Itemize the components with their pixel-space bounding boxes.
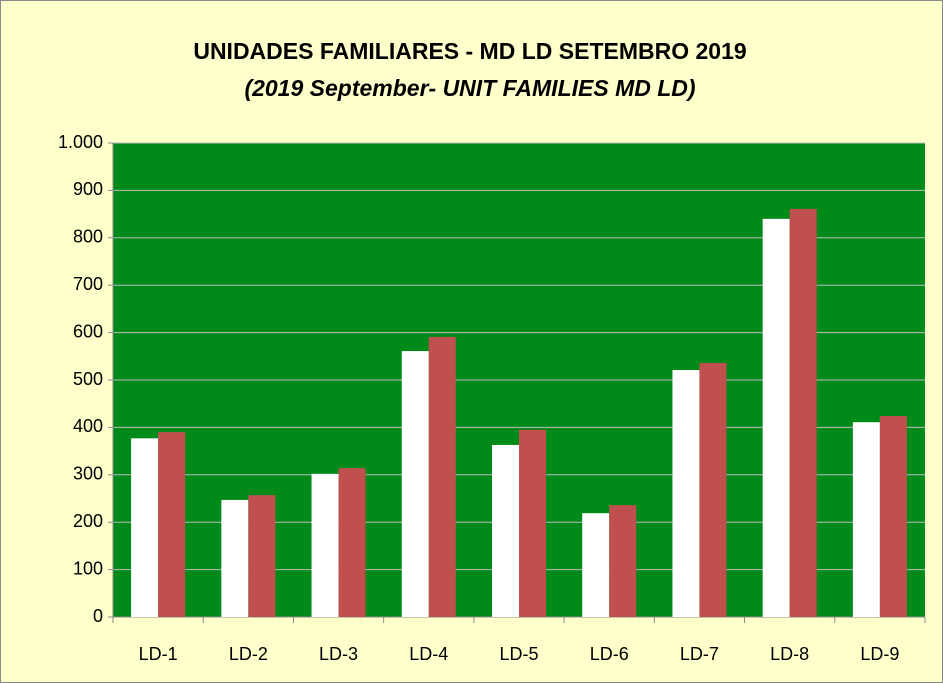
x-tick-label: LD-7	[680, 644, 719, 664]
bar	[699, 362, 727, 617]
x-tick-label: LD-9	[860, 644, 899, 664]
y-tick-label: 500	[73, 369, 103, 389]
y-tick-label: 100	[73, 558, 103, 578]
bar	[519, 429, 546, 617]
bar	[401, 351, 429, 617]
y-tick-label: 0	[93, 606, 103, 626]
x-tick-label: LD-6	[590, 644, 629, 664]
bar	[158, 432, 186, 617]
bar	[852, 422, 880, 617]
x-tick-label: LD-8	[770, 644, 809, 664]
x-tick-label: LD-4	[409, 644, 448, 664]
bar	[492, 444, 519, 617]
bar	[248, 495, 276, 617]
y-tick-label: 300	[73, 464, 103, 484]
x-tick-label: LD-5	[499, 644, 538, 664]
y-tick-label: 1.000	[58, 132, 103, 152]
y-tick-label: 200	[73, 511, 103, 531]
y-tick-label: 800	[73, 227, 103, 247]
bar	[789, 208, 817, 618]
y-tick-label: 600	[73, 321, 103, 341]
bar	[428, 336, 456, 617]
y-tick-label: 900	[73, 179, 103, 199]
x-tick-label: LD-2	[229, 644, 268, 664]
bar	[609, 505, 637, 617]
bar	[672, 370, 700, 617]
bar	[762, 218, 790, 617]
chart-subtitle: (2019 September- UNIT FAMILIES MD LD)	[244, 75, 695, 101]
bar	[582, 513, 610, 617]
bar	[879, 416, 907, 617]
bar	[221, 499, 249, 617]
x-tick-label: LD-3	[319, 644, 358, 664]
y-tick-label: 700	[73, 274, 103, 294]
bar	[131, 438, 159, 617]
bar	[311, 473, 339, 617]
y-tick-label: 400	[73, 416, 103, 436]
x-tick-label: LD-1	[139, 644, 178, 664]
chart-title: UNIDADES FAMILIARES - MD LD SETEMBRO 201…	[193, 38, 746, 64]
bar	[338, 468, 366, 617]
